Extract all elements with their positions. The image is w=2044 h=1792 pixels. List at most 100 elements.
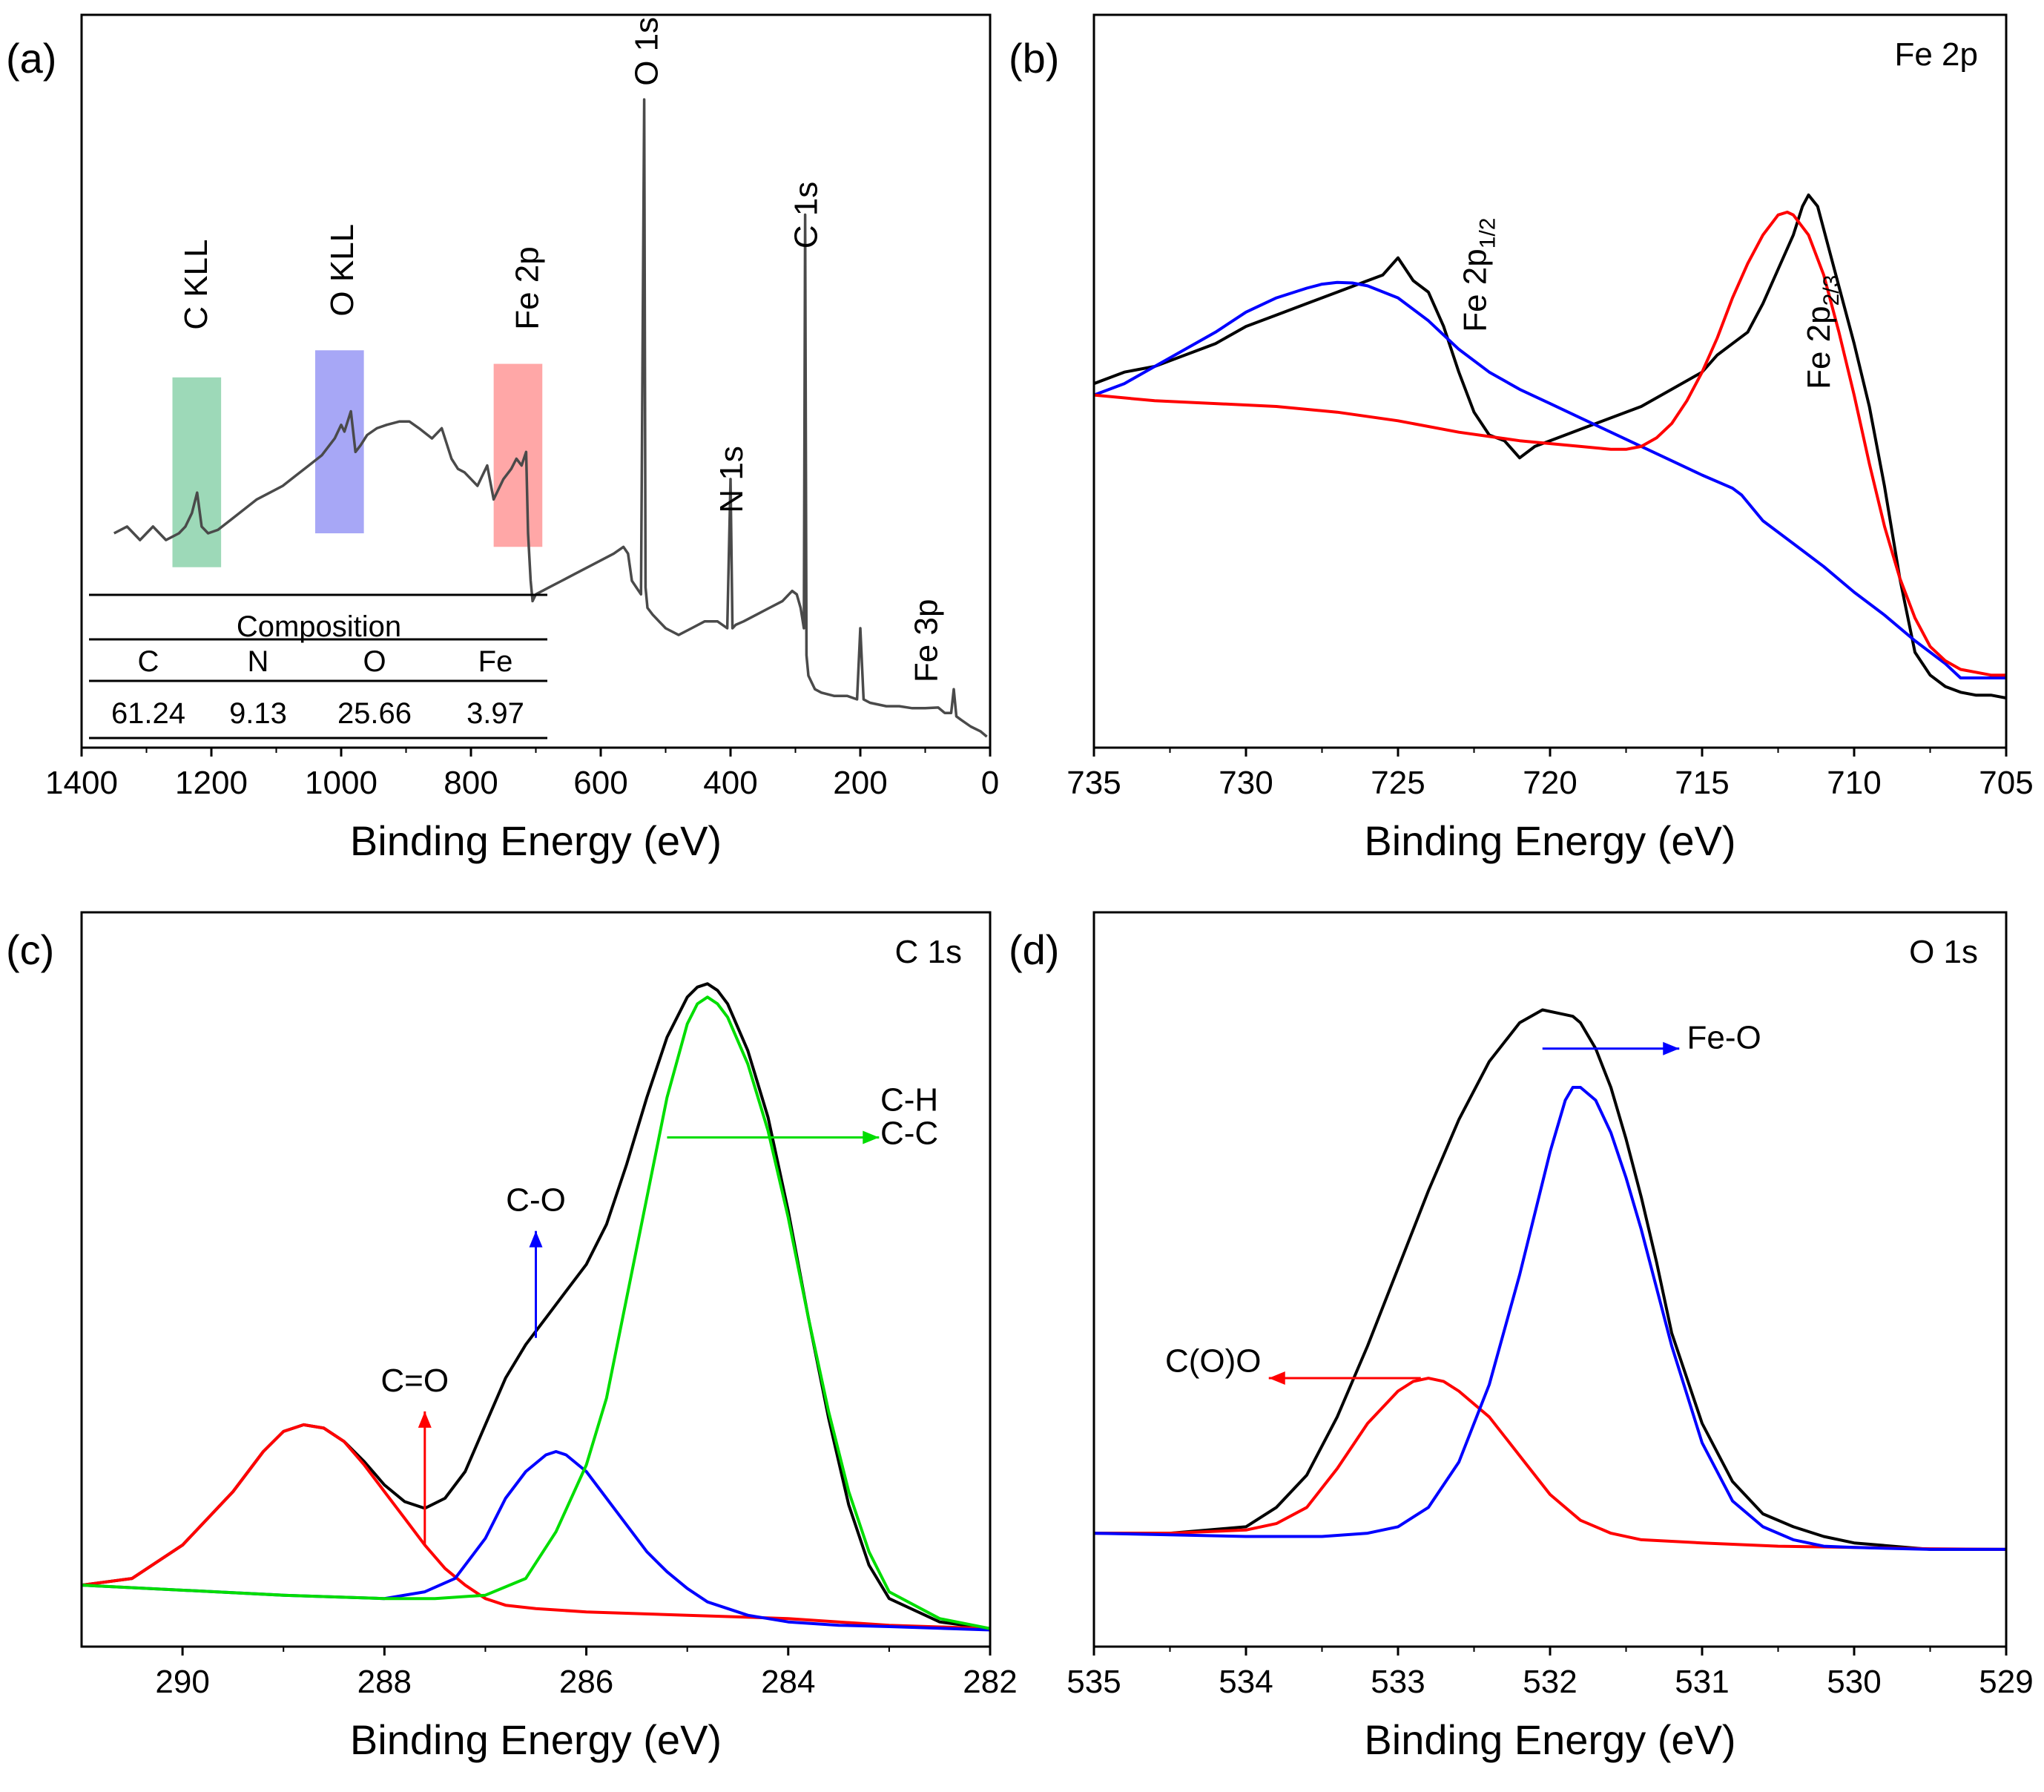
annotation-text: Fe 2p: [509, 246, 545, 330]
x-tick-label: 600: [573, 765, 627, 801]
annotation-c-kll: C KLL: [178, 240, 214, 330]
annotation-text: Fe 3p: [909, 599, 945, 683]
series-c-o: [82, 1450, 990, 1632]
series-c-h-c-c: [82, 995, 990, 1630]
annotation-c-o: C=O: [380, 1363, 449, 1399]
plot-frame: [1092, 13, 2008, 749]
table-cell: 9.13: [229, 697, 287, 730]
annotations: C KLL O KLL Fe 2p O 1s N 1s C 1s Fe 3p: [178, 17, 944, 682]
table-header: C: [138, 645, 159, 678]
table-header: Fe: [478, 645, 513, 678]
x-tick-label: 531: [1675, 1664, 1729, 1700]
composition-table: Composition C N O Fe 61.24 9.13 25.66 3.97: [89, 593, 547, 739]
panel-c: 290 288 286 284 282 Binding Energy (eV) (c) C 1…: [6, 911, 1018, 1763]
series-group: [82, 982, 990, 1632]
annotation-o-kll: O KLL: [324, 224, 360, 317]
corner-label: Fe 2p: [1894, 36, 1978, 73]
annotation-text: C=O: [380, 1363, 449, 1399]
x-tick-label: 286: [559, 1664, 613, 1700]
annotation-text: C-C: [880, 1116, 938, 1152]
annotation-text: C-H: [880, 1082, 938, 1119]
annotation-fe-2p: Fe 2p: [509, 246, 545, 330]
annotation-text: C-O: [506, 1182, 566, 1219]
x-tick-label: 532: [1523, 1664, 1577, 1700]
x-axis-title: Binding Energy (eV): [1364, 817, 1735, 864]
panel-label: (b): [1009, 35, 1059, 82]
arrow-fe-o-head: [1663, 1041, 1680, 1055]
x-tick-label: 290: [155, 1664, 209, 1700]
annotation-text: N 1s: [713, 446, 750, 513]
x-tick-label: 1000: [305, 765, 378, 801]
x-tick-label: 1200: [175, 765, 248, 801]
series-group: [1094, 1008, 2006, 1551]
annotation-n-1s: N 1s: [713, 446, 750, 513]
table-cell: 25.66: [337, 697, 412, 730]
panel-label: (c): [6, 926, 54, 973]
panel-b: 735 730 725 720 715 710 705 Binding Energy (eV)…: [1009, 13, 2034, 864]
series-fe-o: [1094, 1086, 2006, 1551]
x-tick-label: 705: [1979, 765, 2033, 801]
x-tick-label: 288: [357, 1664, 412, 1700]
x-tick-label: 730: [1219, 765, 1273, 801]
annotation-text: C KLL: [178, 240, 214, 330]
x-axis-title: Binding Energy (eV): [1364, 1716, 1735, 1763]
plot-frame: [80, 911, 992, 1648]
x-tick-label: 284: [761, 1664, 815, 1700]
annotation-c-o-o: C(O)O: [1165, 1343, 1262, 1379]
x-tick-label: 715: [1675, 765, 1729, 801]
annotation-fe-3p: Fe 3p: [909, 599, 945, 683]
x-tick-label: 1400: [45, 765, 118, 801]
panel-d: 535 534 533 532 531 530 529 Binding Energy (eV)…: [1009, 911, 2034, 1763]
corner-label: C 1s: [895, 934, 962, 970]
x-tick-label: 710: [1827, 765, 1881, 801]
arrow-c-o-o-head: [1268, 1371, 1285, 1386]
panel-a: 1400 1200 1000 800 600 400 200 0 Binding Energy …: [6, 13, 999, 864]
x-tick-label: 530: [1827, 1664, 1881, 1700]
annotation-text: O KLL: [324, 224, 360, 317]
table-header: O: [363, 645, 386, 678]
x-axis-title: Binding Energy (eV): [350, 817, 722, 864]
x-tick-label: 533: [1371, 1664, 1425, 1700]
annotation-subscript: 1/2: [1476, 218, 1500, 249]
x-tick-label: 200: [833, 765, 887, 801]
annotation-fe-2p: Fe 2p2/3: [1801, 275, 1844, 389]
annotations: Fe-O C(O)O: [1165, 1020, 1761, 1380]
series-group: [1094, 193, 2006, 699]
arrow-c-eq-o-head: [418, 1411, 432, 1428]
annotation-text: Fe 2p: [1801, 306, 1837, 389]
table-cell: 3.97: [467, 697, 524, 730]
series-fe-2p1-2-fit: [1094, 280, 2006, 679]
arrow-c-h-c-c-head: [863, 1130, 880, 1144]
x-tick-label: 534: [1219, 1664, 1273, 1700]
series-experimental-envelope: [1094, 1008, 2006, 1551]
x-tick-label: 282: [963, 1664, 1017, 1700]
table-cell: 61.24: [111, 697, 185, 730]
annotation-c-1s: C 1s: [788, 182, 825, 248]
annotations: Fe 2p 1/2 Fe 2p2/3: [1457, 218, 1844, 389]
panel-label: (d): [1009, 926, 1059, 973]
x-tick-label: 720: [1523, 765, 1577, 801]
series-c-o: [82, 1423, 990, 1630]
arrow-c-o-head: [529, 1231, 543, 1248]
highlight-o-kll: [315, 350, 364, 534]
highlight-fe-2p: [493, 363, 543, 547]
annotation-text: O 1s: [628, 17, 665, 86]
annotation-o-1s: O 1s: [628, 17, 665, 86]
x-tick-label: 735: [1066, 765, 1121, 801]
annotation-c-h: C-H: [880, 1082, 938, 1119]
annotations: C=O C-O C-HC-C: [380, 1082, 938, 1399]
x-tick-label: 725: [1371, 765, 1425, 801]
x-axis-title: Binding Energy (eV): [350, 1716, 722, 1763]
table-header: N: [248, 645, 269, 678]
corner-label: O 1s: [1909, 934, 1978, 970]
series-group: [113, 98, 988, 738]
panel-label: (a): [6, 35, 56, 82]
annotation-text: C 1s: [788, 182, 825, 248]
annotation-c-o: C-O: [506, 1182, 566, 1219]
x-tick-label: 400: [703, 765, 757, 801]
x-tick-label: 529: [1979, 1664, 2033, 1700]
annotation-c-c: C-C: [880, 1116, 938, 1152]
annotation-text: Fe-O: [1687, 1020, 1761, 1056]
